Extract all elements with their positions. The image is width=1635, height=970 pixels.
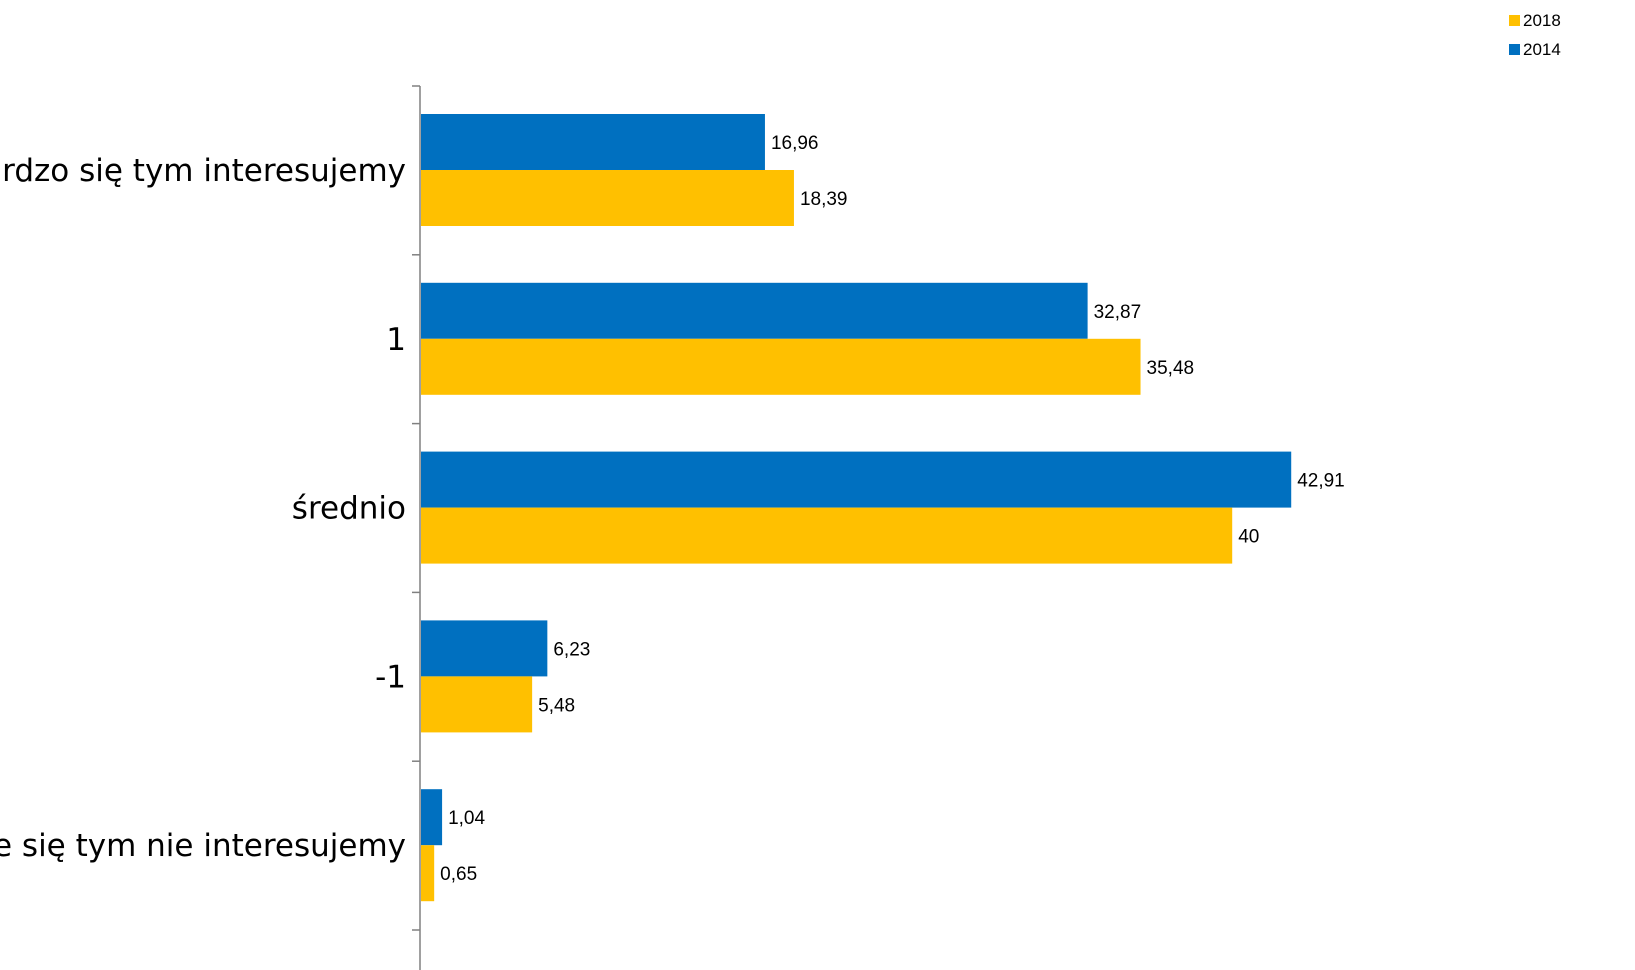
data-label-2014: 16,96 xyxy=(771,133,819,154)
category-label: 1 xyxy=(386,322,406,358)
data-label-2014: 42,91 xyxy=(1297,471,1345,492)
bar-2018 xyxy=(421,170,794,226)
legend-label-2014: 2014 xyxy=(1523,40,1561,59)
data-label-2014: 1,04 xyxy=(448,808,485,829)
legend-swatch-2014 xyxy=(1509,44,1520,55)
bar-2018 xyxy=(421,676,533,733)
bar-2014 xyxy=(421,789,443,846)
data-label-2018: 35,48 xyxy=(1147,358,1195,379)
category-label: w ogóle się tym nie interesujemy xyxy=(0,828,406,864)
bar-2018 xyxy=(421,845,435,902)
label-layer: bardzo się tym interesujemy 16,96 18,39 1 32… xyxy=(0,133,1345,885)
legend-label-2018: 2018 xyxy=(1523,11,1561,30)
bar-2014 xyxy=(421,620,548,677)
bar-2014 xyxy=(421,114,765,170)
category-label: -1 xyxy=(375,659,406,695)
data-label-2018: 5,48 xyxy=(538,695,575,716)
bar-2018 xyxy=(421,507,1233,564)
data-label-2018: 0,65 xyxy=(440,864,477,885)
category-label: bardzo się tym interesujemy xyxy=(0,153,406,189)
bar-2014 xyxy=(421,451,1292,508)
data-label-2018: 40 xyxy=(1238,527,1259,548)
legend-swatch-2018 xyxy=(1509,15,1520,26)
data-label-2018: 18,39 xyxy=(800,189,848,210)
legend: 2018 2014 xyxy=(1509,11,1561,59)
category-label: średnio xyxy=(292,491,406,527)
data-label-2014: 32,87 xyxy=(1094,302,1142,323)
bar-2014 xyxy=(421,282,1088,339)
axis-layer xyxy=(412,85,421,970)
data-label-2014: 6,23 xyxy=(553,639,590,660)
bar-layer xyxy=(421,114,1292,902)
bar-2018 xyxy=(421,338,1141,395)
